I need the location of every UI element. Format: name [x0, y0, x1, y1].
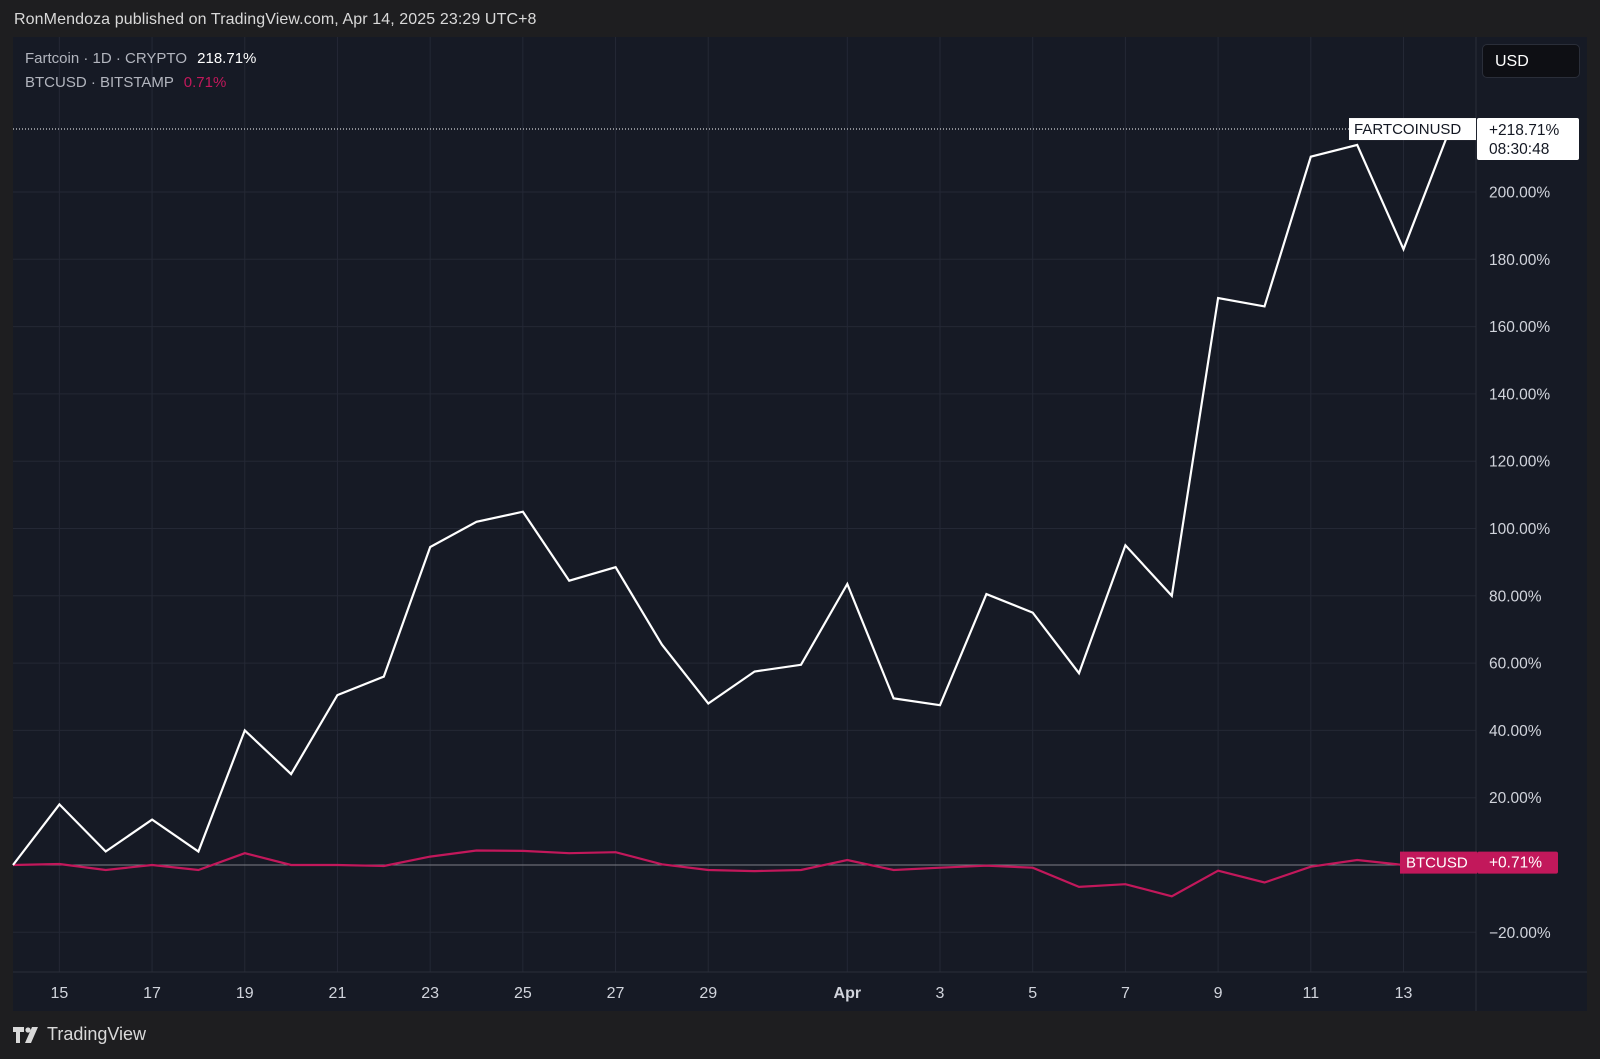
x-tick-label: 7 — [1121, 985, 1130, 1002]
fartcoin-name-tag — [1349, 118, 1476, 141]
x-tick-label: 13 — [1395, 985, 1413, 1002]
tradingview-logo[interactable]: TradingView — [13, 1024, 146, 1045]
y-tick-label: 180.00% — [1489, 252, 1550, 269]
legend-fartcoin-value: 218.71% — [197, 50, 257, 67]
x-tick-label: 15 — [50, 985, 68, 1002]
y-tick-label: 200.00% — [1489, 185, 1550, 202]
x-tick-label: 23 — [421, 985, 439, 1002]
tradingview-brand: TradingView — [47, 1024, 147, 1044]
x-tick-label: 17 — [143, 985, 161, 1002]
y-tick-label: 140.00% — [1489, 386, 1550, 403]
x-tick-label: 3 — [936, 985, 945, 1002]
legend-fartcoin-label: Fartcoin · 1D · CRYPTO — [25, 50, 187, 67]
x-tick-label: 29 — [699, 985, 717, 1002]
legend-btcusd-value: 0.71% — [183, 74, 227, 91]
btcusd-name-label: BTCUSD — [1406, 855, 1468, 872]
y-tick-label: 40.00% — [1489, 723, 1542, 740]
legend-fartcoin[interactable]: Fartcoin · 1D · CRYPTO 218.71% — [25, 50, 256, 67]
x-tick-label: 25 — [514, 985, 532, 1002]
y-tick-label: 20.00% — [1489, 790, 1542, 807]
y-tick-label: 60.00% — [1489, 656, 1542, 673]
y-tick-label: 100.00% — [1489, 521, 1550, 538]
y-tick-label: −20.00% — [1489, 925, 1551, 942]
x-tick-label: 27 — [607, 985, 625, 1002]
fartcoin-price-tag — [1477, 118, 1579, 161]
fartcoin-price-label: +218.71% — [1489, 122, 1559, 139]
y-tick-label: 80.00% — [1489, 588, 1542, 605]
legend-btcusd-label: BTCUSD · BITSTAMP — [25, 74, 174, 91]
legend-btcusd[interactable]: BTCUSD · BITSTAMP 0.71% — [25, 74, 226, 91]
btcusd-price-tag — [1477, 851, 1558, 874]
y-tick-label: 120.00% — [1489, 454, 1550, 471]
series-line-fartcoinusd[interactable] — [12, 128, 1451, 866]
x-tick-label: 21 — [329, 985, 347, 1002]
fartcoin-name-label: FARTCOINUSD — [1354, 121, 1461, 138]
fartcoin-countdown-label: 08:30:48 — [1489, 141, 1549, 158]
x-tick-label: 5 — [1028, 985, 1037, 1002]
x-tick-label: 19 — [236, 985, 254, 1002]
btcusd-price-label: +0.71% — [1489, 855, 1542, 872]
btcusd-name-tag — [1400, 851, 1477, 874]
y-tick-label: 160.00% — [1489, 319, 1550, 336]
series-line-btcusd[interactable] — [12, 849, 1450, 898]
currency-button[interactable]: USD — [1482, 44, 1580, 78]
x-tick-label: 9 — [1214, 985, 1223, 1002]
chart-area[interactable] — [13, 37, 1587, 1011]
x-tick-label: 11 — [1302, 985, 1319, 1002]
tradingview-logo-icon — [13, 1026, 38, 1043]
published-caption: RonMendoza published on TradingView.com,… — [14, 11, 537, 28]
x-tick-label: Apr — [834, 985, 862, 1002]
